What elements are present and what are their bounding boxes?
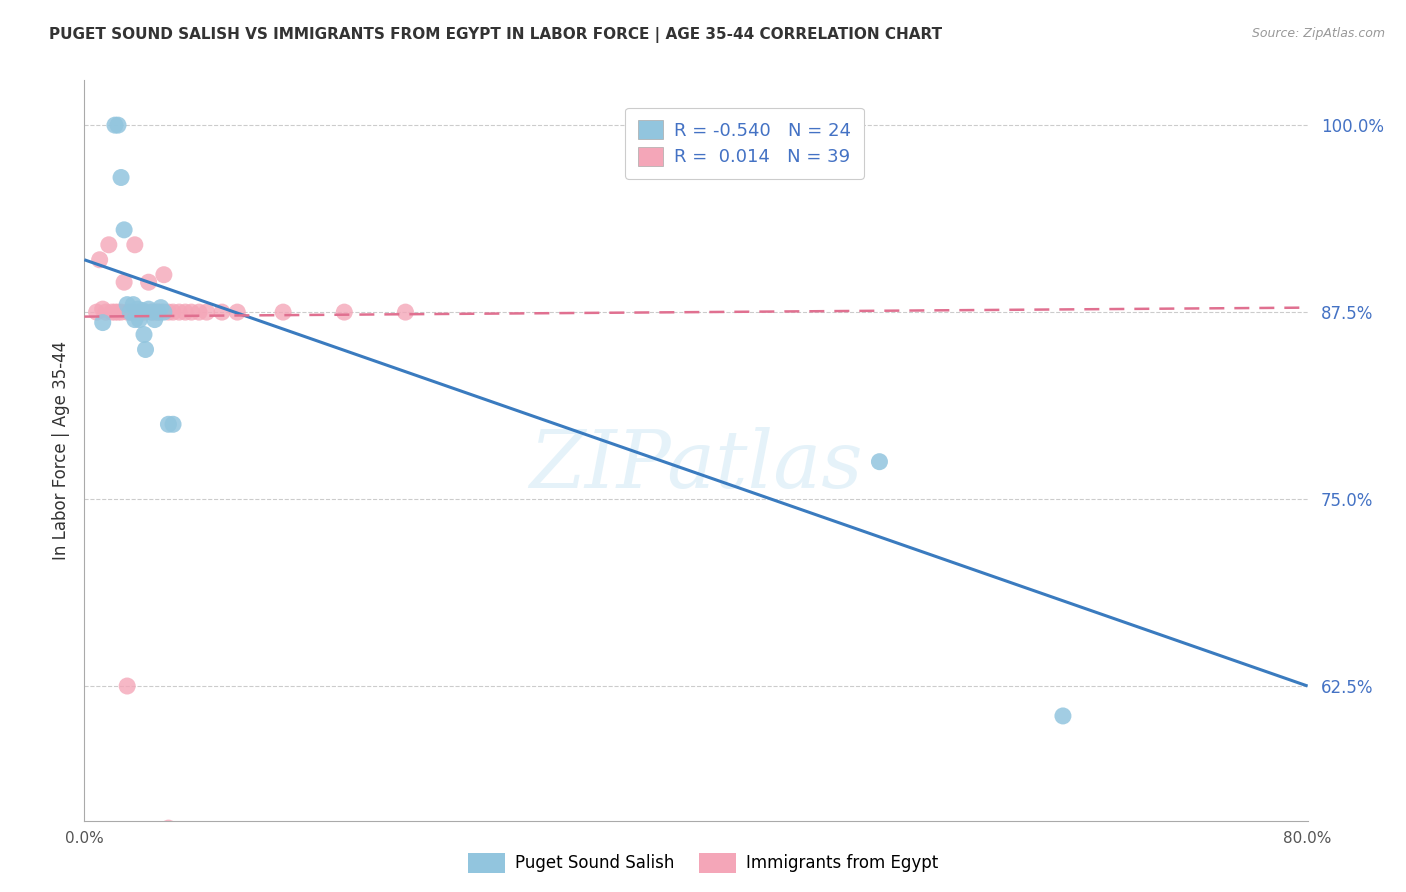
Point: [89, 252, 111, 267]
Text: Source: ZipAtlas.com: Source: ZipAtlas.com: [1251, 27, 1385, 40]
Point: [149, 305, 172, 319]
Point: [162, 305, 184, 319]
Point: [128, 312, 150, 326]
Text: PUGET SOUND SALISH VS IMMIGRANTS FROM EGYPT IN LABOR FORCE | AGE 35-44 CORRELATI: PUGET SOUND SALISH VS IMMIGRANTS FROM EG…: [49, 27, 942, 43]
Y-axis label: In Labor Force | Age 35-44: In Labor Force | Age 35-44: [52, 341, 70, 560]
Point: [135, 305, 157, 319]
Point: [226, 305, 249, 319]
Point: [91, 316, 114, 330]
Point: [128, 305, 150, 319]
Point: [107, 118, 129, 132]
Point: [271, 305, 294, 319]
Point: [120, 305, 142, 319]
Point: [138, 302, 160, 317]
Point: [112, 223, 135, 237]
Legend: Puget Sound Salish, Immigrants from Egypt: Puget Sound Salish, Immigrants from Egyp…: [461, 847, 945, 880]
Point: [143, 305, 166, 319]
Point: [174, 305, 197, 319]
Text: ZIPatlas: ZIPatlas: [529, 426, 863, 504]
Point: [188, 305, 211, 319]
Point: [131, 303, 153, 318]
Point: [141, 305, 163, 319]
Legend: R = -0.540   N = 24, R =  0.014   N = 39: R = -0.540 N = 24, R = 0.014 N = 39: [626, 108, 863, 179]
Point: [120, 305, 142, 319]
Point: [110, 305, 132, 319]
Point: [143, 312, 166, 326]
Point: [122, 305, 145, 319]
Point: [153, 268, 176, 282]
Point: [180, 305, 202, 319]
Point: [124, 312, 146, 326]
Point: [132, 327, 155, 342]
Point: [94, 305, 117, 319]
Point: [115, 305, 138, 319]
Point: [167, 305, 190, 319]
Point: [115, 679, 138, 693]
Point: [1052, 709, 1074, 723]
Point: [101, 305, 124, 319]
Point: [157, 821, 180, 835]
Point: [153, 305, 176, 319]
Point: [135, 343, 157, 357]
Point: [107, 305, 129, 319]
Point: [394, 305, 416, 319]
Point: [157, 305, 180, 319]
Point: [157, 417, 180, 432]
Point: [122, 298, 145, 312]
Point: [115, 298, 138, 312]
Point: [86, 305, 108, 319]
Point: [91, 302, 114, 317]
Point: [125, 305, 148, 319]
Point: [131, 305, 153, 319]
Point: [127, 302, 149, 317]
Point: [146, 305, 169, 319]
Point: [97, 237, 120, 252]
Point: [162, 417, 184, 432]
Point: [146, 305, 169, 319]
Point: [195, 305, 218, 319]
Point: [112, 275, 135, 289]
Point: [124, 237, 146, 252]
Point: [333, 305, 356, 319]
Point: [138, 275, 160, 289]
Point: [104, 305, 127, 319]
Point: [104, 118, 127, 132]
Point: [149, 301, 172, 315]
Point: [211, 305, 233, 319]
Point: [141, 305, 163, 319]
Point: [110, 170, 132, 185]
Point: [869, 455, 891, 469]
